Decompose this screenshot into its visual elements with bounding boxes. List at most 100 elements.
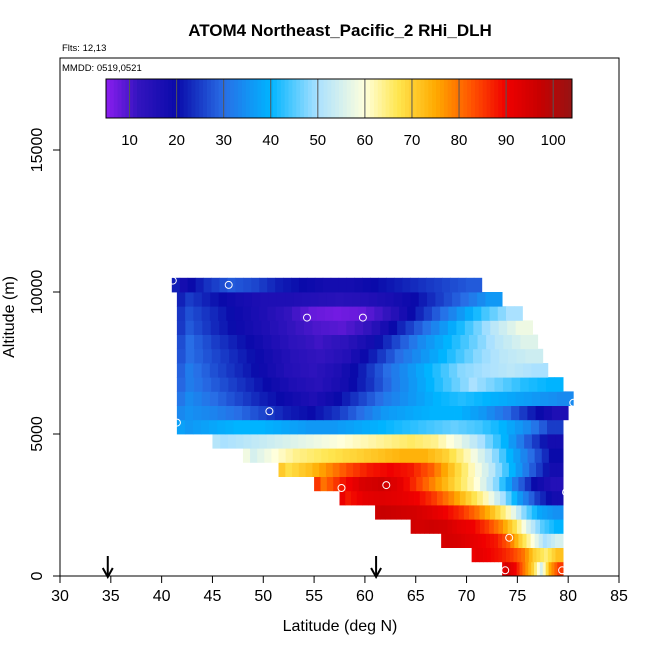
heatmap-cell: [366, 306, 375, 321]
heatmap-cell: [325, 462, 334, 477]
colorbar-swatch: [370, 79, 375, 118]
heatmap-cell: [499, 348, 509, 364]
colorbar-swatch: [478, 79, 484, 118]
heatmap-cell: [420, 348, 430, 364]
heatmap-cell: [492, 434, 502, 449]
heatmap-cell: [356, 405, 365, 421]
heatmap-cell: [514, 533, 519, 548]
colorbar-swatch: [206, 79, 212, 118]
heatmap-cell: [391, 363, 400, 378]
heatmap-cell: [193, 391, 203, 406]
heatmap-cell: [408, 490, 415, 506]
colorbar-swatch: [214, 79, 220, 118]
heatmap-cell: [446, 434, 455, 449]
heatmap-cell: [463, 448, 472, 463]
heatmap-cell: [375, 505, 381, 520]
heatmap-cell: [322, 377, 332, 392]
heatmap-cell: [328, 448, 336, 463]
heatmap-cell: [474, 419, 484, 435]
heatmap-cell: [365, 377, 375, 392]
heatmap-cell: [244, 320, 254, 335]
heatmap-cell: [314, 277, 324, 293]
heatmap-cell: [520, 377, 530, 392]
heatmap-cell: [377, 348, 387, 364]
heatmap-cell: [339, 377, 349, 392]
heatmap-cell: [434, 419, 443, 435]
heatmap-cell: [202, 377, 212, 392]
profile-marker: [172, 418, 181, 427]
heatmap-cell: [259, 391, 269, 406]
heatmap-cell: [394, 348, 404, 364]
heatmap-cell: [342, 391, 351, 406]
heatmap-cell: [521, 505, 527, 520]
heatmap-cell: [477, 334, 487, 350]
heatmap-cell: [352, 476, 360, 492]
arrow-markers: [101, 556, 382, 580]
heatmap-cell: [282, 434, 291, 449]
heatmap-cell: [335, 448, 343, 463]
heatmap-cell: [385, 505, 392, 520]
heatmap-cell: [441, 476, 449, 492]
heatmap-cell: [376, 434, 385, 449]
heatmap-cell: [391, 334, 401, 350]
colorbar-swatch: [502, 79, 507, 118]
heatmap-cell: [319, 462, 327, 477]
heatmap-cell: [348, 405, 357, 421]
heatmap-cell: [406, 505, 413, 520]
heatmap-cell: [431, 490, 438, 506]
heatmap-cell: [340, 334, 350, 350]
heatmap-cell: [384, 476, 392, 492]
heatmap-cell: [305, 334, 315, 350]
heatmap-cell: [492, 476, 500, 492]
heatmap-cell: [365, 476, 372, 492]
heatmap-cell: [276, 292, 286, 307]
heatmap-cell: [434, 277, 443, 293]
heatmap-cell: [257, 448, 265, 463]
x-tick-label: 80: [559, 588, 577, 605]
heatmap-cell: [357, 334, 367, 350]
heatmap-cell: [292, 391, 302, 406]
x-axis-label: Latitude (deg N): [283, 618, 398, 635]
heatmap-cell: [485, 292, 495, 307]
heatmap-cell: [486, 405, 496, 421]
colorbar-swatch: [548, 79, 554, 118]
heatmap-cell: [210, 292, 219, 307]
heatmap-cell: [540, 391, 549, 406]
heatmap-cell: [395, 505, 402, 520]
heatmap-cell: [264, 348, 274, 364]
profile-marker: [303, 313, 311, 322]
colorbar-swatch: [377, 79, 383, 118]
colorbar-swatch: [249, 79, 255, 118]
heatmap-cell: [445, 405, 455, 421]
heatmap-cell: [490, 320, 500, 335]
heatmap-cell: [279, 377, 289, 392]
profile-marker: [505, 533, 514, 542]
heatmap-cell: [260, 292, 270, 307]
heatmap-cell: [526, 533, 531, 548]
heatmap-cell: [432, 363, 442, 378]
heatmap-cell: [513, 448, 521, 463]
heatmap-cell: [295, 320, 305, 335]
heatmap-cell: [540, 547, 545, 563]
heatmap-cell: [530, 533, 536, 548]
heatmap-cell: [267, 306, 277, 321]
heatmap-cell: [456, 519, 462, 534]
heatmap-cell: [542, 462, 550, 477]
heatmap-cell: [495, 462, 503, 477]
heatmap-cell: [515, 320, 525, 335]
heatmap-cell: [176, 334, 186, 350]
colorbar-swatch: [210, 79, 216, 118]
heatmap-cell: [202, 334, 212, 350]
colorbar-swatch: [533, 79, 538, 118]
heatmap-cell: [526, 519, 532, 534]
heatmap-cell: [493, 292, 503, 307]
heatmap-cell: [429, 519, 435, 534]
colorbar-tick-label: 50: [309, 132, 326, 149]
colorbar-swatch: [152, 79, 157, 118]
profile-marker: [265, 407, 274, 416]
heatmap-cell: [339, 476, 347, 492]
heatmap-cell: [203, 348, 213, 364]
heatmap-cell: [518, 533, 523, 548]
heatmap-cell: [457, 391, 467, 406]
heatmap-cell: [314, 448, 322, 463]
